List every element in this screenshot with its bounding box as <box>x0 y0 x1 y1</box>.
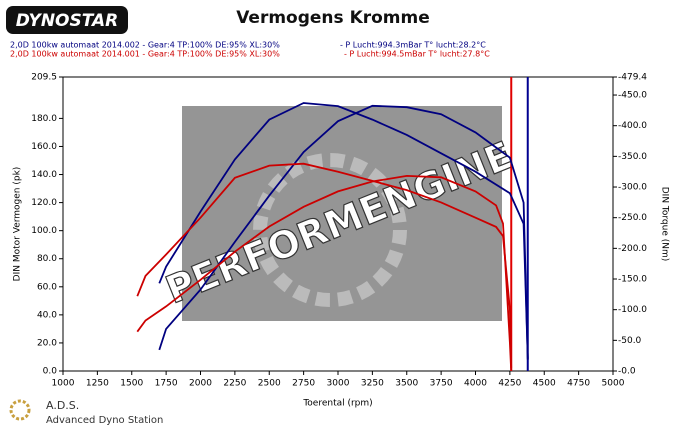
y-tick-label: 20.0 <box>37 338 57 348</box>
y2-tick-label: -0.0 <box>618 367 636 377</box>
y-tick-label: 209.5 <box>31 73 57 83</box>
legend-name: 2,0D 100kw automaat 2014.001 - Gear:4 TP… <box>10 50 280 59</box>
series-line <box>136 174 513 372</box>
x-tick-label: 4000 <box>464 379 487 389</box>
x-tick-label: 1000 <box>52 379 75 389</box>
y-tick-label: 140.0 <box>31 170 57 180</box>
x-tick-label: 3500 <box>395 379 418 389</box>
chart-title: Vermogens Kromme <box>236 8 430 28</box>
x-axis-label: Toerental (rpm) <box>302 399 372 409</box>
y-tick-label: 60.0 <box>37 282 57 292</box>
y-tick-label: 40.0 <box>37 310 57 320</box>
legend-conditions: - P Lucht:994.5mBar T° lucht:27.8°C <box>344 50 490 59</box>
logo: DYNOSTAR <box>16 11 119 31</box>
x-tick-label: 4500 <box>533 379 556 389</box>
x-tick-label: 2250 <box>223 379 246 389</box>
y2-tick-label: -400.0 <box>618 121 647 131</box>
x-tick-label: 3250 <box>361 379 384 389</box>
axes: 1000 1250 1500 1750 2000 2250 2500 2750 3000 3250… <box>31 73 647 389</box>
y2-tick-label: -200.0 <box>618 244 647 254</box>
x-tick-label: 2500 <box>258 379 281 389</box>
y-tick-label: 80.0 <box>37 254 57 264</box>
x-tick-label: 3750 <box>430 379 453 389</box>
legend-conditions: - P Lucht:994.3mBar T° lucht:28.2°C <box>340 41 486 50</box>
y2-tick-label: -250.0 <box>618 213 647 223</box>
series-line <box>136 162 513 368</box>
series-line <box>158 102 529 359</box>
x-tick-label: 2000 <box>189 379 212 389</box>
x-tick-label: 1250 <box>86 379 109 389</box>
y2-tick-label: -350.0 <box>618 152 647 162</box>
x-tick-label: 4250 <box>498 379 521 389</box>
y-tick-label: 100.0 <box>31 226 57 236</box>
y2-tick-label: -479.4 <box>618 73 647 83</box>
y-tick-label: 0.0 <box>43 367 58 377</box>
x-tick-label: 1750 <box>155 379 178 389</box>
legend-name: 2,0D 100kw automaat 2014.002 - Gear:4 TP… <box>10 41 280 50</box>
y-tick-label: 180.0 <box>31 114 57 124</box>
footer-subtitle: Advanced Dyno Station <box>46 415 163 426</box>
logo-box <box>6 6 128 34</box>
x-tick-label: 1500 <box>120 379 143 389</box>
y-tick-label: 160.0 <box>31 142 57 152</box>
y-axis-label: DIN Motor Vermogen (pk) <box>13 167 23 282</box>
x-tick-label: 5000 <box>602 379 625 389</box>
footer-title: A.D.S. <box>46 399 79 412</box>
footer-icon <box>9 399 31 421</box>
watermark-gear <box>253 153 407 307</box>
y2-axis-label: DIN Torque (Nm) <box>660 187 670 262</box>
x-tick-label: 4750 <box>567 379 590 389</box>
y2-tick-label: -450.0 <box>618 91 647 101</box>
y2-tick-label: -100.0 <box>618 305 647 315</box>
y2-tick-label: -50.0 <box>618 336 642 346</box>
y2-tick-label: -150.0 <box>618 275 647 285</box>
legend: 2,0D 100kw automaat 2014.002 - Gear:4 TP… <box>10 41 490 59</box>
y-tick-label: 120.0 <box>31 198 57 208</box>
x-tick-label: 3000 <box>327 379 350 389</box>
watermark-box <box>182 106 502 321</box>
x-tick-label: 2750 <box>292 379 315 389</box>
y2-tick-label: -300.0 <box>618 183 647 193</box>
